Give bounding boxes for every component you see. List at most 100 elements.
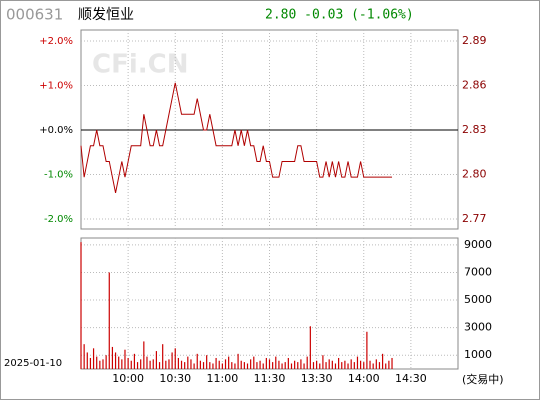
volume-bar — [312, 362, 315, 369]
volume-bar — [294, 360, 296, 369]
volume-bar — [221, 363, 223, 369]
volume-bar — [338, 357, 340, 369]
volume-bar — [246, 363, 249, 369]
volume-bar — [322, 355, 324, 369]
volume-bar — [363, 362, 365, 369]
volume-bar — [316, 360, 318, 369]
volume-bar — [375, 359, 377, 369]
date: 2025-01-10 — [4, 358, 62, 369]
volume-bar — [212, 363, 214, 369]
volume-bar — [130, 360, 132, 369]
volume-bar — [92, 348, 95, 369]
volume-bar — [146, 356, 148, 369]
y-tick-label: 9000 — [464, 238, 492, 251]
x-tick-label: 10:00 — [112, 372, 144, 385]
volume-bar — [86, 352, 88, 369]
volume-bar — [243, 362, 245, 369]
volume-bar — [353, 362, 355, 369]
volume-bar — [378, 362, 381, 369]
volume-bar — [99, 360, 101, 369]
price-line — [80, 82, 393, 193]
volume-bar — [121, 359, 123, 369]
y2-tick-label: -2.0% — [44, 214, 73, 225]
volume-bar — [136, 362, 139, 369]
volume-bar — [114, 352, 117, 369]
volume-bar — [174, 348, 176, 369]
volume-bar — [224, 359, 227, 369]
y-tick-label: 5000 — [464, 293, 492, 306]
volume-bar — [287, 357, 289, 369]
volume-bar — [275, 356, 277, 369]
volume-bar — [262, 363, 264, 369]
volume-bar — [331, 360, 333, 369]
volume-bar — [281, 363, 283, 369]
volume-bar — [306, 356, 308, 369]
volume-bar — [171, 352, 173, 369]
volume-bar — [162, 344, 164, 369]
volume-bar — [297, 362, 299, 369]
volume-bar — [385, 363, 387, 369]
volume-bar — [388, 360, 390, 369]
quote: 2.80 -0.03 (-1.06%) — [265, 8, 414, 23]
y2-tick-label: +2.0% — [39, 36, 73, 47]
watermark: CFi.CN — [92, 50, 188, 80]
volume-bar — [96, 356, 98, 369]
volume-bar — [325, 362, 327, 369]
volume-bar — [190, 359, 192, 369]
volume-bar — [309, 326, 311, 369]
volume-bar — [344, 360, 346, 369]
volume-bar — [83, 344, 85, 369]
volume-bar — [168, 359, 170, 369]
volume-bar — [199, 360, 201, 369]
volume-bar — [228, 356, 230, 369]
volume-bar — [193, 363, 195, 369]
volume-bar — [177, 357, 179, 369]
volume-bar — [202, 362, 205, 369]
y-tick-label: 2.89 — [462, 34, 487, 47]
x-tick-label: 13:30 — [301, 372, 333, 385]
volume-bar — [350, 359, 352, 369]
volume-bar — [250, 359, 252, 369]
volume-bar — [231, 362, 233, 369]
volume-bar — [328, 359, 330, 369]
volume-bar — [259, 360, 261, 369]
x-tick-label: 10:30 — [159, 372, 191, 385]
volume-bar — [356, 356, 359, 369]
y-tick-label: 2.80 — [462, 168, 487, 181]
volume-bar — [300, 359, 302, 369]
volume-bar — [206, 355, 208, 369]
volume-bar — [133, 353, 136, 369]
volume-bar — [234, 363, 236, 369]
x-tick-label: 11:30 — [254, 372, 286, 385]
volume-bar — [111, 346, 114, 369]
volume-bar — [218, 360, 220, 369]
volume-bar — [102, 359, 104, 369]
y-tick-label: 2.86 — [462, 79, 487, 92]
volume-bar — [187, 356, 189, 369]
volume-bar — [268, 359, 271, 369]
volume-bar — [165, 360, 167, 369]
volume-bar — [215, 357, 217, 369]
y2-tick-label: +0.0% — [39, 125, 73, 136]
status: (交易中) — [462, 372, 504, 386]
volume-bar — [347, 363, 349, 369]
volume-bar — [366, 331, 368, 369]
x-tick-label: 14:30 — [395, 372, 427, 385]
volume-bar — [272, 362, 274, 369]
volume-bar — [105, 355, 107, 369]
stock-name: 顺发恒业 — [78, 7, 134, 23]
volume-bar — [152, 359, 154, 369]
y-tick-label: 1000 — [464, 348, 492, 361]
volume-bar — [143, 341, 145, 369]
volume-bar — [118, 356, 120, 369]
volume-bar — [334, 363, 337, 369]
volume-bar — [360, 360, 362, 369]
stock-code: 000631 — [6, 6, 63, 24]
volume-bar — [149, 360, 151, 369]
volume-bar — [391, 357, 393, 369]
volume-bar — [124, 349, 126, 369]
volume-bar — [158, 362, 161, 369]
volume-bar — [265, 357, 267, 369]
x-tick-label: 11:00 — [207, 372, 239, 385]
y2-tick-label: -1.0% — [44, 170, 73, 181]
